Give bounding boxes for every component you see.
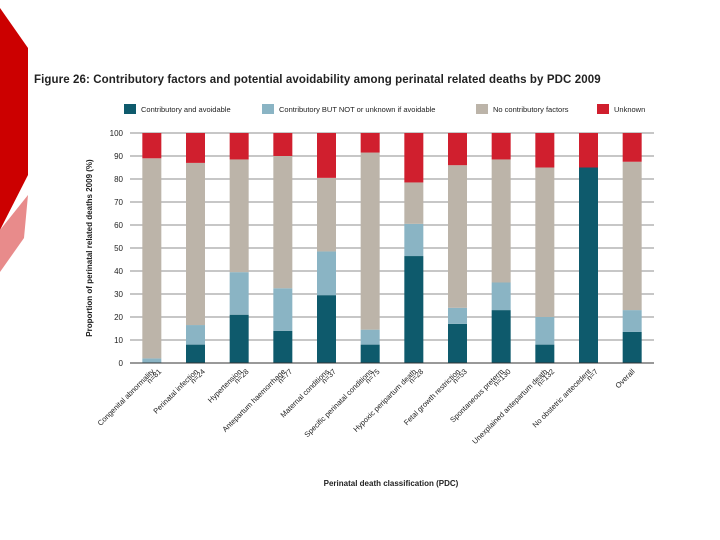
bar-segment <box>491 282 511 311</box>
bar-segment <box>404 256 424 363</box>
bar-segment <box>404 133 424 183</box>
category-label: Overall <box>613 367 636 390</box>
bar-segment <box>491 310 511 363</box>
bar-segment <box>229 314 249 363</box>
bar-segment <box>273 330 293 363</box>
y-axis-ticks: 0 10 20 30 40 50 60 70 80 90 100 <box>110 129 124 368</box>
bar-segment <box>317 133 336 178</box>
bar-segment <box>229 272 249 315</box>
y-tick-label: 20 <box>114 313 123 322</box>
bar-segment <box>229 133 249 160</box>
y-tick-label: 40 <box>114 267 123 276</box>
category-n-label: n=130 <box>491 367 512 388</box>
legend-label: No contributory factors <box>493 105 569 114</box>
bar-segment <box>579 133 598 168</box>
bar-segment <box>142 158 162 359</box>
y-axis-label: Proportion of perinatal related deaths 2… <box>85 159 94 337</box>
bar-segment <box>622 161 642 311</box>
slide-decoration <box>0 8 28 272</box>
legend-swatch <box>262 104 274 114</box>
bar-segment <box>317 177 336 252</box>
figure-title: Figure 26: Contributory factors and pote… <box>34 74 601 86</box>
bar-segment <box>404 223 424 257</box>
legend-label: Unknown <box>614 105 645 114</box>
bar-segment <box>448 133 467 166</box>
bar-segment <box>186 162 205 326</box>
bar-segment <box>535 317 555 345</box>
decoration-light-shape <box>0 195 28 272</box>
bar-segment <box>622 310 642 332</box>
bar-segment <box>317 295 336 363</box>
y-tick-label: 90 <box>114 152 123 161</box>
y-tick-label: 10 <box>114 336 123 345</box>
bar-segment <box>360 329 380 345</box>
bar-segment <box>317 251 336 296</box>
bar-segment <box>622 133 642 162</box>
bar-segment <box>448 307 467 324</box>
bar-segment <box>229 159 249 273</box>
y-tick-label: 100 <box>110 129 124 138</box>
legend: Contributory and avoidable Contributory B… <box>124 104 645 114</box>
y-tick-label: 60 <box>114 221 123 230</box>
y-tick-label: 70 <box>114 198 123 207</box>
bar-segment <box>273 288 293 331</box>
legend-label: Contributory BUT NOT or unknown if avoid… <box>279 105 435 114</box>
bar-segment <box>491 133 511 160</box>
bar-segment <box>535 167 555 317</box>
bar-segment <box>622 331 642 363</box>
bar-segment <box>448 323 467 363</box>
category-n-label: n=132 <box>535 367 556 388</box>
legend-swatch <box>124 104 136 114</box>
legend-swatch <box>597 104 609 114</box>
bar-segment <box>186 325 205 345</box>
bar-segment <box>579 167 598 363</box>
bar-segment <box>360 344 380 363</box>
y-tick-label: 30 <box>114 290 123 299</box>
bar-segment <box>186 344 205 363</box>
bars <box>142 133 642 363</box>
legend-label: Contributory and avoidable <box>141 105 231 114</box>
bar-segment <box>404 182 424 224</box>
x-axis-label: Perinatal death classification (PDC) <box>324 479 459 488</box>
y-tick-label: 80 <box>114 175 123 184</box>
decoration-dark-shape <box>0 8 28 230</box>
bar-segment <box>535 344 555 363</box>
bar-segment <box>360 133 380 153</box>
legend-swatch <box>476 104 488 114</box>
bar-segment <box>273 156 293 289</box>
bar-segment <box>273 133 293 156</box>
bar-segment <box>491 159 511 283</box>
bar-segment <box>448 165 467 308</box>
y-tick-label: 50 <box>114 244 123 253</box>
bar-segment <box>360 152 380 330</box>
bar-segment <box>186 133 205 163</box>
y-tick-label: 0 <box>119 359 124 368</box>
bar-segment <box>142 133 162 159</box>
bar-segment <box>535 133 555 168</box>
gridlines <box>130 132 654 364</box>
bar-segment <box>142 358 162 363</box>
